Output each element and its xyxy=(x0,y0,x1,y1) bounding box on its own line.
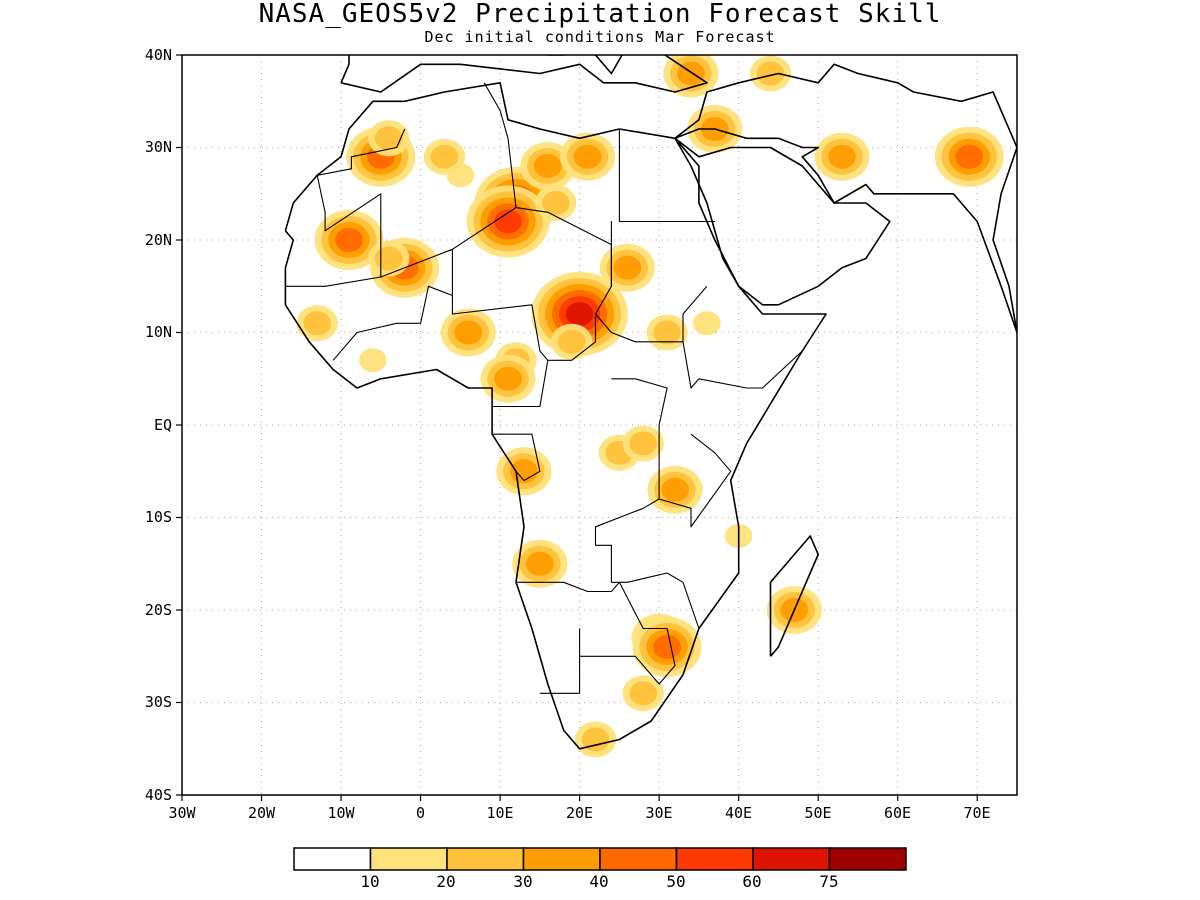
country-border xyxy=(658,433,732,528)
colorbar-label: 75 xyxy=(819,872,839,891)
skill-contour-patch xyxy=(661,477,689,502)
colorbar-swatch xyxy=(369,847,448,871)
colorbar xyxy=(293,847,907,871)
skill-contour-patch xyxy=(494,209,522,234)
skill-contour-patch xyxy=(629,431,658,456)
colorbar-label: 20 xyxy=(436,872,456,891)
colorbar-swatch xyxy=(599,847,678,871)
y-tick-label: 10S xyxy=(144,508,172,526)
y-tick-label: 30N xyxy=(144,138,172,156)
coastlines xyxy=(284,55,1017,750)
colorbar-swatch xyxy=(752,847,831,871)
skill-contour-patch xyxy=(374,246,403,271)
x-tick-label: 40E xyxy=(724,804,753,822)
country-border xyxy=(539,628,581,694)
y-tick-label: 20S xyxy=(144,601,172,619)
x-tick-label: 30W xyxy=(168,804,196,822)
colorbar-label: 60 xyxy=(742,872,762,891)
y-tick-label: 40S xyxy=(144,786,172,804)
colorbar-swatch xyxy=(293,847,372,871)
skill-contour-patch xyxy=(374,126,403,151)
skill-contour-patch xyxy=(653,320,681,345)
skill-contour-patch xyxy=(693,311,721,336)
country-borders xyxy=(285,82,803,694)
skill-contour-patch xyxy=(613,255,642,280)
skill-contour-patch xyxy=(581,727,610,752)
colorbar-label: 30 xyxy=(513,872,533,891)
skill-contour-patch xyxy=(573,144,602,169)
skill-contour-patch xyxy=(359,348,387,373)
country-border xyxy=(579,582,676,685)
x-tick-label: 30E xyxy=(645,804,673,822)
axis-ticks xyxy=(176,54,978,801)
skill-contour-patch xyxy=(955,144,984,169)
coastline xyxy=(284,82,827,750)
colorbar-label: 40 xyxy=(589,872,609,891)
skill-contour-patch xyxy=(541,191,570,215)
country-border xyxy=(618,129,715,223)
skill-contour-patch xyxy=(335,228,363,252)
x-tick-label: 20E xyxy=(565,804,594,822)
colorbar-label: 10 xyxy=(360,872,380,891)
country-border xyxy=(317,128,406,176)
skill-contour-patch xyxy=(534,154,562,178)
country-border xyxy=(285,276,381,287)
country-border xyxy=(682,341,803,389)
x-tick-label: 20W xyxy=(247,804,276,822)
skill-contour-patch xyxy=(430,144,459,169)
country-border xyxy=(499,110,517,208)
y-tick-label: 30S xyxy=(144,693,172,711)
country-border xyxy=(483,82,501,111)
country-border xyxy=(594,378,700,629)
y-tick-label: 20N xyxy=(144,231,172,249)
country-border xyxy=(451,295,549,408)
map-title: NASA_GEOS5v2 Precipitation Forecast Skil… xyxy=(258,0,942,29)
y-tick-label: EQ xyxy=(153,416,172,434)
skill-shading xyxy=(296,55,1004,758)
colorbar-swatch xyxy=(446,847,525,871)
skill-contour-patch xyxy=(629,681,658,706)
skill-contour-patch xyxy=(526,551,554,576)
coastline xyxy=(340,55,708,93)
y-tick-label: 40N xyxy=(144,46,172,64)
country-border xyxy=(316,175,612,287)
country-border xyxy=(595,285,708,343)
country-border xyxy=(492,433,541,482)
x-tick-label: 70E xyxy=(963,804,991,822)
skill-contour-patch xyxy=(446,163,475,188)
x-tick-label: 0 xyxy=(415,804,426,822)
colorbar-swatch xyxy=(828,847,907,871)
skill-contour-patch xyxy=(557,329,586,354)
colorbar-label: 50 xyxy=(666,872,686,891)
x-tick-label: 50E xyxy=(804,804,832,822)
skill-contour-patch xyxy=(828,144,856,169)
country-border xyxy=(516,581,620,593)
x-tick-label: 10E xyxy=(486,804,514,822)
skill-contour-patch xyxy=(653,635,681,659)
map-subtitle: Dec initial conditions Mar Forecast xyxy=(424,28,776,46)
skill-contour-patch xyxy=(565,302,594,326)
y-tick-label: 10N xyxy=(144,323,172,341)
x-tick-label: 60E xyxy=(883,804,912,822)
colorbar-swatch xyxy=(675,847,754,871)
coastline xyxy=(674,137,891,306)
coastline xyxy=(674,63,1017,334)
coastline xyxy=(769,535,820,657)
skill-contour-patch xyxy=(303,311,331,336)
skill-contour-patch xyxy=(494,366,522,391)
colorbar-swatch xyxy=(522,847,601,871)
x-tick-label: 10W xyxy=(327,804,355,822)
skill-contour-patch xyxy=(756,61,785,86)
skill-contour-patch xyxy=(454,320,483,345)
